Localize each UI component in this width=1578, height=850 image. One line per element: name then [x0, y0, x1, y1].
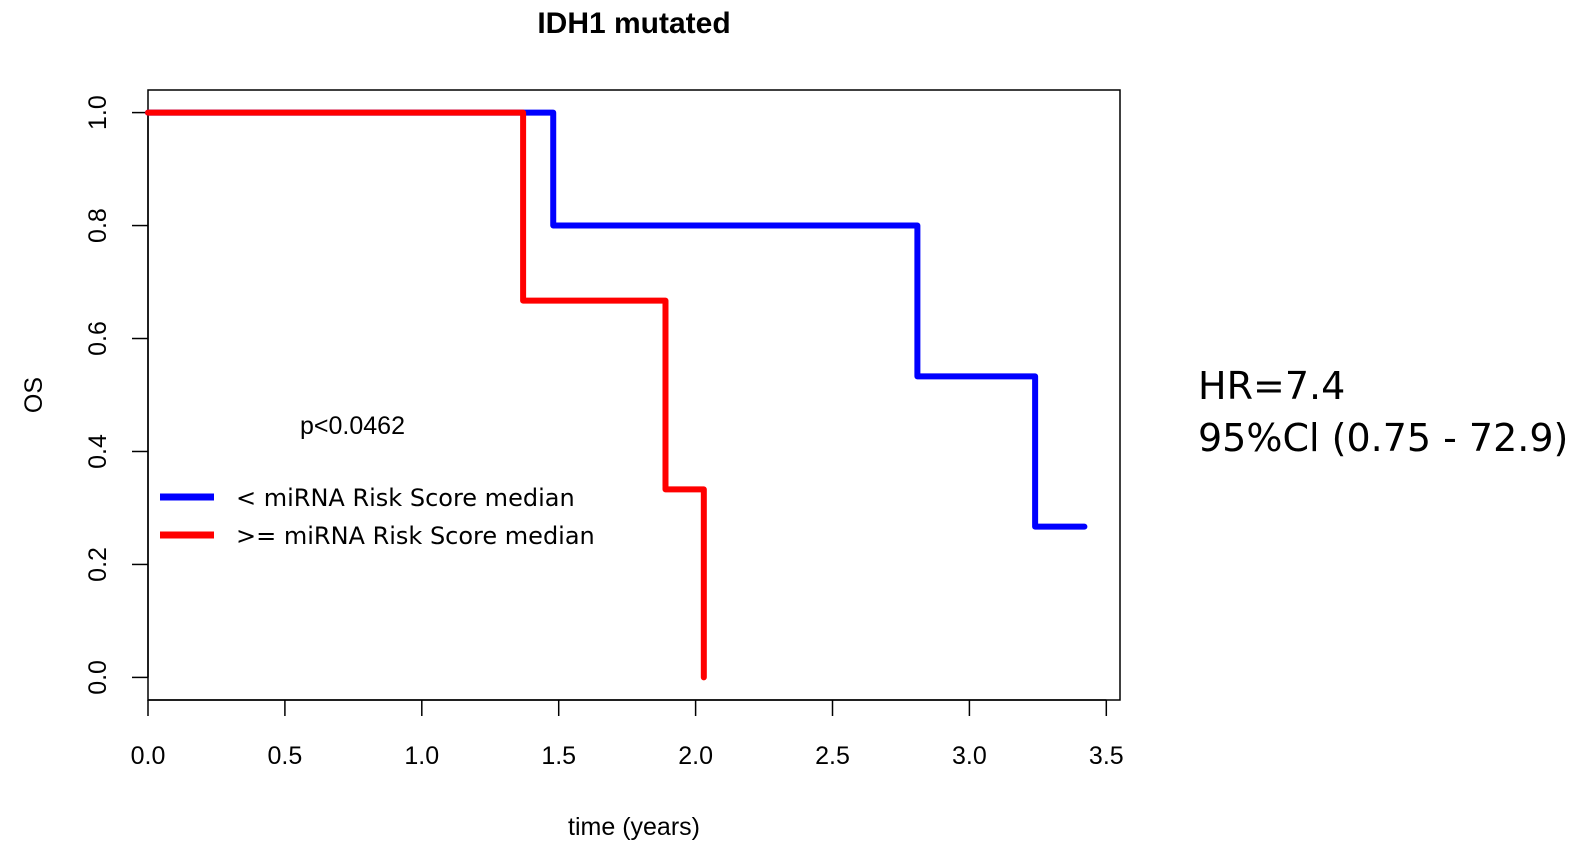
x-tick-label: 1.5 [541, 742, 576, 770]
series-lines [145, 109, 1088, 681]
x-axis: 0.0 0.5 1.0 1.5 2.0 2.5 3.0 3.5 [131, 699, 1124, 770]
y-tick-label: 0.2 [84, 547, 112, 582]
plot-frame [147, 89, 1121, 701]
y-tick-label: 0.6 [84, 321, 112, 356]
hazard-ratio-text: HR=7.4 [1198, 364, 1346, 408]
x-tick-label: 0.5 [268, 742, 303, 770]
y-tick-label: 0.0 [84, 660, 112, 695]
hazard-ratio-block: HR=7.4 95%Cl (0.75 - 72.9) [1198, 360, 1568, 464]
x-tick-label: 2.5 [815, 742, 850, 770]
legend-label-low-risk: < miRNA Risk Score median [236, 484, 575, 512]
legend-label-high-risk: >= miRNA Risk Score median [236, 522, 595, 550]
y-tick-label: 1.0 [84, 95, 112, 130]
series-line-high-risk [145, 109, 707, 681]
x-tick-label: 2.0 [678, 742, 713, 770]
p-value-annotation: p<0.0462 [300, 412, 405, 440]
x-tick-label: 3.5 [1089, 742, 1124, 770]
chart-title: IDH1 mutated [537, 7, 730, 40]
confidence-interval-text: 95%Cl (0.75 - 72.9) [1198, 416, 1569, 460]
y-axis-label: OS [20, 377, 48, 413]
x-tick-label: 1.0 [404, 742, 439, 770]
x-tick-label: 0.0 [131, 742, 166, 770]
y-tick-label: 0.4 [84, 434, 112, 469]
y-axis: 0.0 0.2 0.4 0.6 0.8 1.0 [84, 95, 149, 695]
y-tick-label: 0.8 [84, 208, 112, 243]
series-line-low-risk [145, 109, 1088, 530]
legend: < miRNA Risk Score median >= miRNA Risk … [160, 484, 595, 550]
x-tick-label: 3.0 [952, 742, 987, 770]
x-axis-label: time (years) [568, 813, 700, 841]
